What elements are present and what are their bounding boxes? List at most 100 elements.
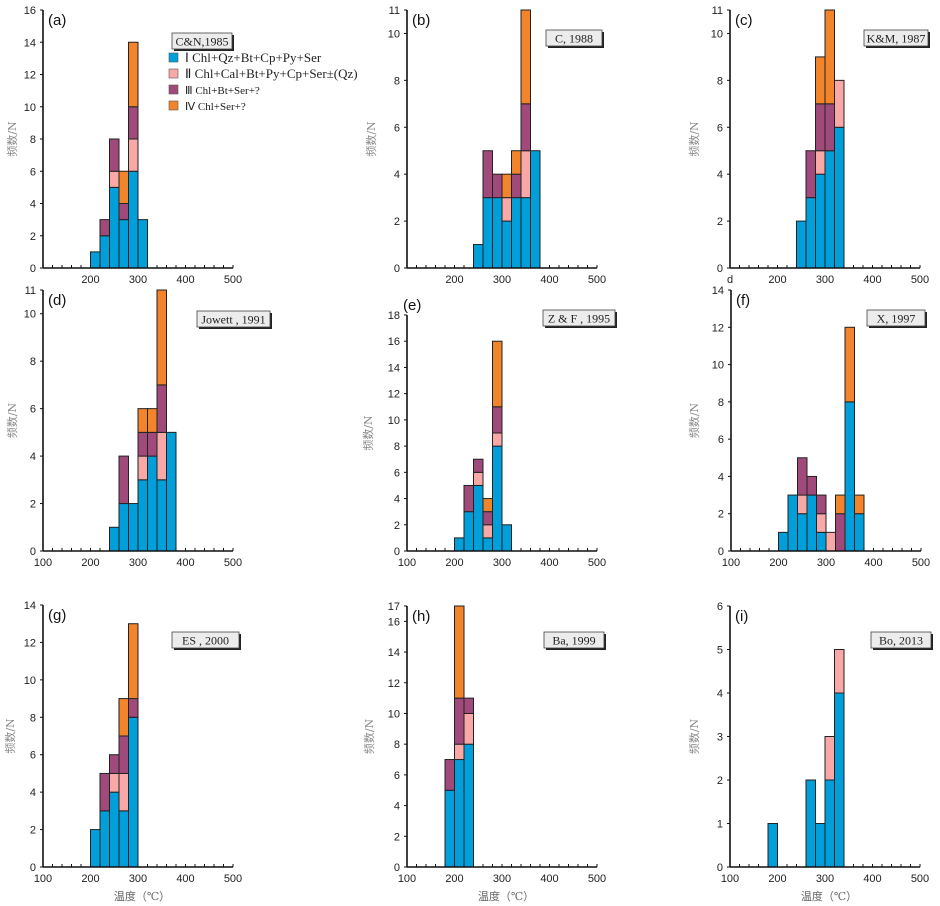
y-tick-label-f-12: 12 [712,322,724,334]
y-tick-label-g-2: 2 [30,825,36,837]
x-axis-title-g: 温度（℃） [114,889,170,903]
bar-segment-c-240-I [796,220,807,269]
citation-background-f [866,309,926,327]
bar-segment-d-320-IV [147,408,158,433]
bar-segment-b-340-IV [520,9,531,105]
x-tick-label-d-500: 500 [224,557,242,569]
y-tick-label-g-10: 10 [24,675,36,687]
bar-segment-b-320-III [511,173,522,199]
citation-text-d: Jowett , 1991 [201,313,265,327]
bar-segment-e-220-I [463,511,474,552]
citation-text-h: Ba, 1999 [552,634,595,648]
bar-segment-b-320-IV [511,150,522,175]
bar-segment-b-340-II [520,150,531,199]
y-tick-label-f-6: 6 [718,434,724,446]
citation-box-a: C&N,1985 [171,32,234,51]
y-axis-title-f: 频数/N [687,402,701,438]
x-tick-label-a-400: 400 [176,274,194,286]
legend-label-II: Ⅱ Chl+Cal+Bt+Py+Cp+Ser±(Qz) [185,66,358,81]
legend-label-I: Ⅰ Chl+Qz+Bt+Cp+Py+Ser [185,50,322,65]
bar-segment-b-320-I [511,197,522,269]
x-tick-label-e-200: 200 [445,557,463,569]
y-tick-label-g-4: 4 [30,787,36,799]
citation-background-h [543,631,605,649]
bar-segment-a-240-I [109,186,120,269]
bar-segment-h-180-III [444,759,455,791]
y-axis-title-d: 频数/N [5,402,19,438]
x-tick-label-c-200: 200 [768,274,786,286]
citation-box-c: K&M, 1987 [863,29,930,48]
citation-box-f: X, 1997 [866,309,927,328]
x-axis-title-i: 温度（℃） [801,889,857,903]
bar-segment-i-280-I [815,823,826,868]
bar-segment-a-220-I [99,235,110,269]
bar-segment-e-220-III [463,484,474,513]
bar-segment-a-280-III [128,106,139,140]
x-tick-label-g-100: 100 [34,873,52,885]
panel-b: 200 300 400 500 0 2 4 6 8 10 11 (b) 频数/N C, 1988 [364,5,606,286]
y-tick-label-d-11: 11 [25,285,36,297]
legend-label-III: Ⅲ Chl+Bt+Ser+? [185,85,260,97]
legend-swatch-IV [168,100,179,111]
citation-box-e: Z & F , 1995 [542,309,617,328]
y-tick-label-h-4: 4 [394,801,400,813]
bar-segment-d-340-III [156,384,167,433]
bar-segment-g-260-IV [118,698,129,737]
bar-segment-f-240-III [797,457,808,496]
bar-segment-i-180-I [767,823,778,868]
bar-segment-g-220-III [99,772,110,812]
bar-segment-b-300-I [501,220,512,269]
x-tick-label-g-300: 300 [129,873,147,885]
y-tick-label-b-11: 11 [389,5,400,17]
bar-segment-a-200-I [90,251,101,269]
y-tick-label-c-4: 4 [717,169,723,181]
legend-swatch-I [168,52,179,63]
citation-text-b: C, 1988 [555,32,593,46]
bar-segment-a-240-III [109,138,120,172]
y-tick-label-e-18: 18 [388,310,400,322]
y-tick-label-g-14: 14 [24,600,36,612]
panel-label-e: (e) [403,297,421,314]
y-tick-label-f-0: 0 [718,546,724,558]
panel-label-a: (a) [48,12,66,29]
y-tick-label-b-2: 2 [394,216,400,228]
bar-segment-e-240-III [473,458,484,473]
x-tick-label-h-500: 500 [588,873,606,885]
panel-f: 100 200 300 400 500 0 2 4 6 8 10 12 14 (f) 频数/N X, 1997 [687,285,930,569]
x-tick-label-i-400: 400 [863,873,881,885]
y-tick-label-f-14: 14 [712,285,724,297]
y-tick-label-a-2: 2 [30,231,36,243]
bar-segment-h-200-II [454,743,465,761]
y-tick-label-a-0: 0 [30,263,36,275]
panel-i: 100 200 300 400 500 0 1 2 3 4 5 6 (i) 频数/N 温度（℃） Bo, 20… [687,601,933,903]
x-axis-title-h: 温度（℃） [478,889,534,903]
bar-segment-a-260-III [118,203,129,221]
y-tick-label-a-6: 6 [30,166,36,178]
x-tick-label-e-100: 100 [398,557,416,569]
y-axis-title-i: 频数/N [687,718,701,754]
panel-label-d: (d) [48,292,66,309]
bar-segment-f-280-I [816,531,827,552]
y-tick-label-c-6: 6 [717,122,723,134]
bar-segment-b-240-I [473,244,484,269]
bar-segment-a-240-II [109,170,120,188]
bar-segment-a-280-I [128,170,139,269]
x-tick-label-b-300: 300 [493,274,511,286]
y-tick-label-i-0: 0 [717,862,723,874]
y-tick-label-e-8: 8 [394,441,400,453]
x-tick-label-i-300: 300 [816,873,834,885]
y-tick-label-e-16: 16 [388,336,400,348]
x-tick-label-a-500: 500 [224,274,242,286]
y-tick-label-i-1: 1 [717,819,723,831]
y-tick-label-i-6: 6 [717,601,723,613]
bar-segment-b-300-II [501,197,512,222]
bar-segment-d-300-IV [137,408,148,433]
y-tick-label-g-6: 6 [30,750,36,762]
bar-segment-g-260-I [118,810,129,868]
x-tick-label-f-200: 200 [769,557,787,569]
panel-g: 100 200 300 400 500 0 2 4 6 8 10 12 14 (g) 频数/N 温度（℃） ES… [3,600,242,903]
y-tick-label-a-14: 14 [24,37,36,49]
bar-segment-f-300-II [825,531,836,552]
bar-segment-f-340-IV [844,326,855,403]
